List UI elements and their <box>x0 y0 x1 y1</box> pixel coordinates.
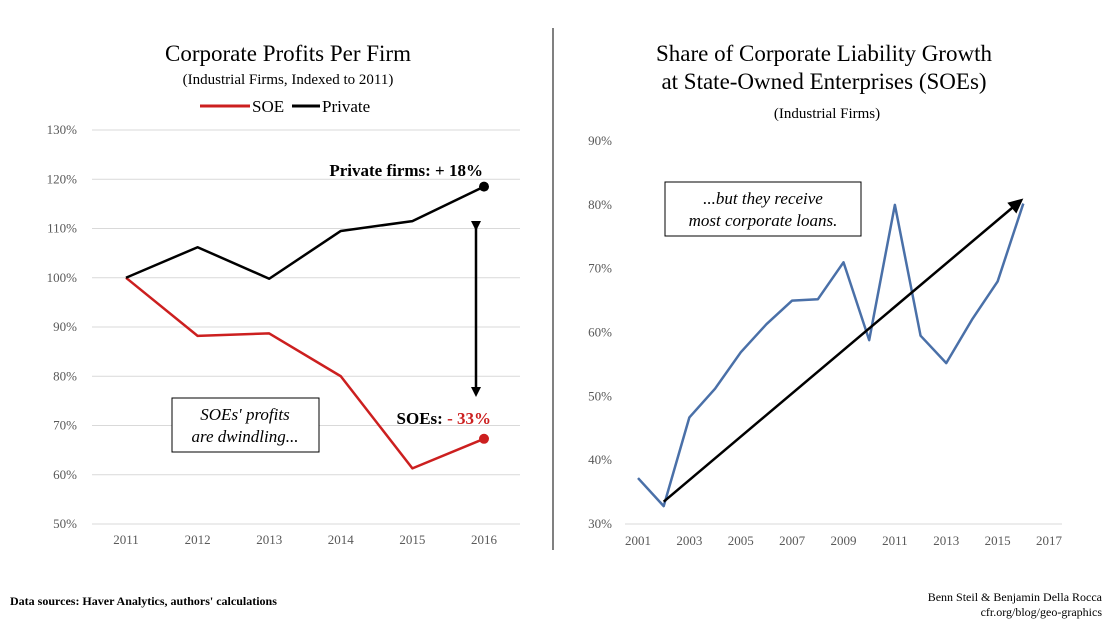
left-callout-line1: SOEs' profits <box>200 405 290 424</box>
soe-annotation: SOEs: - 33% <box>397 409 491 428</box>
right-chart: Share of Corporate Liability Growth at S… <box>588 41 1062 548</box>
series-line-liability-share <box>637 203 1025 508</box>
right-callout-line2: most corporate loans. <box>689 211 838 230</box>
left-y-tick-label: 70% <box>53 418 77 433</box>
left-x-tick-label: 2015 <box>399 532 425 547</box>
author-credit-line2: cfr.org/blog/geo-graphics <box>980 605 1102 619</box>
series-line-soe <box>125 276 485 470</box>
left-x-tick-label: 2012 <box>185 532 211 547</box>
left-chart-title: Corporate Profits Per Firm <box>165 41 411 66</box>
left-y-tick-label: 50% <box>53 516 77 531</box>
right-x-tick-label: 2009 <box>831 533 857 548</box>
left-y-tick-label: 60% <box>53 467 77 482</box>
right-y-tick-label: 90% <box>588 133 612 148</box>
right-callout-line1: ...but they receive <box>703 189 823 208</box>
series-line-private <box>125 185 485 280</box>
right-x-tick-label: 2011 <box>882 533 908 548</box>
data-sources: Data sources: Haver Analytics, authors' … <box>10 594 277 608</box>
left-x-tick-label: 2016 <box>471 532 498 547</box>
right-y-tick-label: 70% <box>588 261 612 276</box>
left-series <box>125 181 489 470</box>
right-x-axis: 2001 2003 2005 2007 2009 2011 2013 2015 2017 <box>625 533 1063 548</box>
right-chart-subtitle: (Industrial Firms) <box>774 106 880 122</box>
right-y-tick-label: 50% <box>588 388 612 403</box>
right-callout-box: ...but they receive most corporate loans… <box>664 181 862 237</box>
right-y-tick-label: 40% <box>588 452 612 467</box>
legend-label-soe: SOE <box>252 97 284 116</box>
left-x-tick-label: 2013 <box>256 532 282 547</box>
left-chart-subtitle: (Industrial Firms, Indexed to 2011) <box>183 72 394 88</box>
right-x-tick-label: 2005 <box>728 533 754 548</box>
left-y-tick-label: 130% <box>47 122 78 137</box>
left-x-axis: 2011 2012 2013 2014 2015 2016 <box>113 532 497 547</box>
left-chart: Corporate Profits Per Firm (Industrial F… <box>47 41 520 547</box>
right-y-tick-label: 60% <box>588 325 612 340</box>
series-endpoint-soe <box>479 433 489 444</box>
right-x-tick-label: 2001 <box>625 533 651 548</box>
left-y-tick-label: 80% <box>53 368 77 383</box>
left-callout-frame <box>171 397 320 453</box>
left-callout-box: SOEs' profits are dwindling... <box>171 397 320 453</box>
right-series <box>637 203 1025 508</box>
right-x-tick-label: 2003 <box>676 533 702 548</box>
right-chart-title-line1: Share of Corporate Liability Growth <box>656 41 992 66</box>
right-y-axis: 90% 80% 70% 60% 50% 40% 30% <box>588 133 612 531</box>
soe-annotation-prefix: SOEs: <box>397 409 443 428</box>
left-x-tick-label: 2011 <box>113 532 139 547</box>
right-y-tick-label: 30% <box>588 516 612 531</box>
left-x-tick-label: 2014 <box>328 532 355 547</box>
left-legend: SOE Private <box>200 97 370 116</box>
right-x-tick-label: 2007 <box>779 533 806 548</box>
right-trend <box>662 198 1024 503</box>
legend-label-private: Private <box>322 97 370 116</box>
left-y-tick-label: 90% <box>53 319 77 334</box>
private-annotation: Private firms: + 18% <box>329 161 483 180</box>
right-x-tick-label: 2017 <box>1036 533 1063 548</box>
left-callout-line2: are dwindling... <box>191 427 298 446</box>
author-credit: Benn Steil & Benjamin Della Rocca cfr.or… <box>928 590 1102 620</box>
left-y-axis: 130% 120% 110% 100% 90% 80% 70% 60% 50% <box>47 122 78 531</box>
right-y-tick-label: 80% <box>588 197 612 212</box>
left-y-tick-label: 100% <box>47 270 78 285</box>
author-credit-line1: Benn Steil & Benjamin Della Rocca <box>927 590 1102 604</box>
left-gridlines <box>92 129 520 525</box>
trend-arrow-head <box>1007 198 1024 214</box>
right-callout-frame <box>664 181 862 237</box>
series-endpoint-private <box>479 181 489 192</box>
right-x-tick-label: 2015 <box>985 533 1011 548</box>
left-y-tick-label: 120% <box>47 171 78 186</box>
right-chart-title-line2: at State-Owned Enterprises (SOEs) <box>661 69 986 94</box>
trend-arrow-line <box>662 203 1017 503</box>
right-x-tick-label: 2013 <box>933 533 959 548</box>
soe-annotation-value: - 33% <box>443 409 491 428</box>
left-y-tick-label: 110% <box>47 221 77 236</box>
